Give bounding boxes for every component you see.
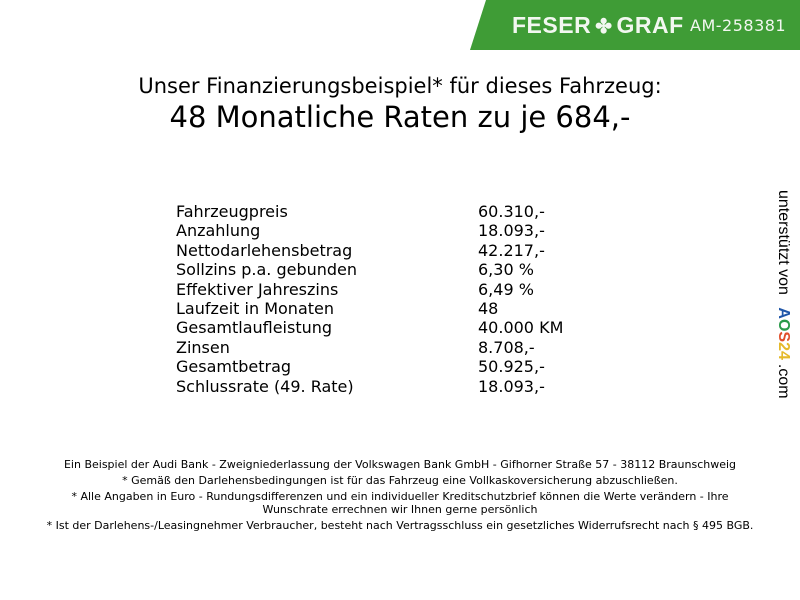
listing-id: AM-258381: [690, 16, 787, 35]
finance-table: Fahrzeugpreis 60.310,- Anzahlung 18.093,- …: [176, 202, 576, 396]
row-value: 48: [478, 298, 499, 318]
finance-row: Effektiver Jahreszins 6,49 %: [176, 280, 576, 299]
powered-by-suffix: .com: [775, 363, 792, 399]
finance-row: Zinsen 8.708,-: [176, 338, 576, 357]
row-label: Nettodarlehensbetrag: [176, 240, 353, 260]
row-value: 6,49 %: [478, 279, 534, 299]
row-label: Sollzins p.a. gebunden: [176, 260, 358, 280]
row-value: 6,30 %: [478, 260, 534, 280]
row-value: 18.093,-: [478, 221, 545, 241]
finance-row: Gesamtlaufleistung 40.000 KM: [176, 318, 576, 337]
finance-row: Gesamtbetrag 50.925,-: [176, 357, 576, 376]
disclaimer: Ein Beispiel der Audi Bank - Zweignieder…: [40, 458, 760, 535]
aos24-logo: AOS24: [775, 307, 792, 360]
brand-left: FESER: [512, 12, 592, 38]
row-value: 40.000 KM: [478, 318, 564, 338]
monthly-rate-headline: 48 Monatliche Raten zu je 684,-: [169, 100, 631, 134]
finance-row: Anzahlung 18.093,-: [176, 221, 576, 240]
row-label: Anzahlung: [176, 221, 261, 241]
finance-row: Nettodarlehensbetrag 42.217,-: [176, 241, 576, 260]
headline: Unser Finanzierungsbeispiel* für dieses …: [138, 74, 662, 98]
row-label: Fahrzeugpreis: [176, 202, 288, 221]
row-value: 8.708,-: [478, 337, 535, 357]
row-value: 50.925,-: [478, 357, 545, 377]
row-value: 18.093,-: [478, 376, 545, 396]
row-label: Effektiver Jahreszins: [176, 279, 339, 299]
finance-row: Sollzins p.a. gebunden 6,30 %: [176, 260, 576, 279]
clover-icon: ✤: [595, 16, 613, 38]
finance-row: Laufzeit in Monaten 48: [176, 299, 576, 318]
powered-by-text: unterstützt von: [775, 190, 792, 295]
row-label: Gesamtlaufleistung: [176, 318, 333, 338]
row-label: Zinsen: [176, 337, 230, 357]
finance-row: Fahrzeugpreis 60.310,-: [176, 202, 576, 221]
brand-right: GRAF: [616, 12, 684, 38]
row-label: Gesamtbetrag: [176, 357, 292, 377]
disclaimer-line: * Alle Angaben in Euro - Rundungsdiffere…: [71, 490, 729, 516]
disclaimer-line: * Gemäß den Darlehensbedingungen ist für…: [122, 474, 678, 487]
row-label: Schlussrate (49. Rate): [176, 376, 354, 396]
disclaimer-line: * Ist der Darlehens-/Leasingnehmer Verbr…: [46, 519, 754, 532]
row-value: 42.217,-: [478, 240, 545, 260]
powered-by: unterstützt von AOS24 .com: [770, 190, 792, 410]
finance-row: Schlussrate (49. Rate) 18.093,-: [176, 377, 576, 396]
row-label: Laufzeit in Monaten: [176, 298, 335, 318]
disclaimer-line: Ein Beispiel der Audi Bank - Zweignieder…: [63, 458, 737, 471]
dealer-logo: FESER ✤ GRAF: [512, 12, 684, 39]
brand-banner: [470, 0, 800, 50]
row-value: 60.310,-: [478, 202, 545, 221]
